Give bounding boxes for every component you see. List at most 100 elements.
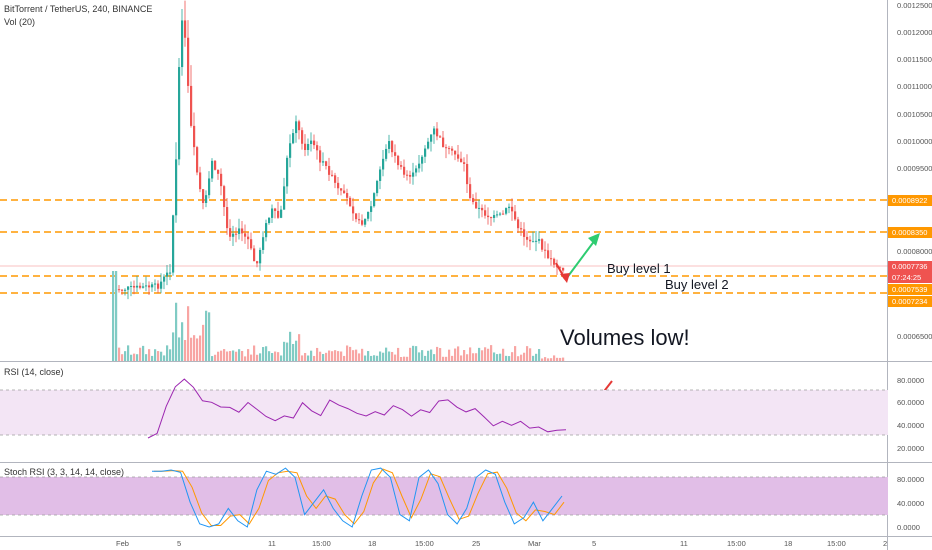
- candle-body: [424, 148, 427, 157]
- volume-bar: [514, 346, 517, 361]
- candle-body: [184, 20, 187, 38]
- stoch-d-line[interactable]: [154, 468, 565, 526]
- volume-bar: [226, 351, 229, 361]
- candle-body: [454, 150, 457, 155]
- volume-bar: [166, 345, 169, 361]
- volume-bar: [508, 356, 511, 361]
- rsi-line[interactable]: [147, 378, 567, 439]
- volume-bar: [112, 271, 115, 361]
- volume-bar: [328, 350, 331, 361]
- candle-body: [241, 228, 244, 234]
- candle-body: [406, 174, 409, 176]
- volume-bar: [271, 353, 274, 361]
- candle-body: [526, 236, 529, 240]
- candle-body: [400, 165, 403, 167]
- volume-bar: [136, 354, 139, 361]
- volume-bar: [172, 332, 175, 361]
- volume-bar: [466, 354, 469, 361]
- volume-bar: [151, 355, 154, 361]
- candle-body: [271, 208, 274, 218]
- volume-bar: [367, 351, 370, 361]
- volume-bar: [124, 351, 127, 361]
- volume-bar: [418, 352, 421, 361]
- annotation-volumes-low[interactable]: Volumes low!: [560, 325, 690, 350]
- volume-bar: [208, 312, 211, 361]
- candle-body: [394, 152, 397, 156]
- rsi-tick: 60.0000: [897, 398, 924, 407]
- volume-bar: [199, 335, 202, 361]
- candle-body: [121, 289, 124, 291]
- volume-bar: [235, 351, 238, 361]
- candle-body: [544, 249, 547, 251]
- price-tick: 0.0010500: [897, 110, 932, 119]
- price-axis-ticks: 0.0012500 0.0012000 0.0011500 0.0011000 …: [897, 1, 932, 341]
- volume-bar: [301, 355, 304, 361]
- volume-bar: [319, 351, 322, 361]
- volume-bar: [505, 355, 508, 361]
- candle-body: [427, 141, 430, 149]
- horizontal-levels[interactable]: [0, 199, 888, 294]
- volume-bar: [196, 338, 199, 361]
- candle-body: [193, 125, 196, 148]
- time-axis[interactable]: Feb 5 11 15:00 18 15:00 25 Mar 5 11 15:0…: [116, 539, 887, 548]
- time-label: 11: [268, 539, 276, 548]
- volume-bar: [217, 351, 220, 361]
- candle-body: [151, 284, 154, 288]
- volume-bar: [493, 352, 496, 361]
- volume-bar: [499, 353, 502, 361]
- price-tick: 0.0010000: [897, 137, 932, 146]
- volume-bar: [379, 351, 382, 361]
- candle-body: [235, 233, 238, 235]
- candle-body: [172, 215, 175, 273]
- stoch-tick: 0.0000: [897, 523, 920, 532]
- volume-bar: [481, 350, 484, 361]
- candle-body: [484, 210, 487, 216]
- candle-body: [481, 207, 484, 211]
- candle-body: [265, 223, 268, 238]
- candle-body: [346, 193, 349, 198]
- candle-body: [136, 285, 139, 288]
- candle-body: [340, 188, 343, 191]
- volume-bar: [490, 345, 493, 361]
- time-label: 11: [680, 539, 688, 548]
- volume-bar: [388, 351, 391, 361]
- candle-body: [361, 220, 364, 225]
- candle-body: [343, 190, 346, 194]
- candle-body: [373, 193, 376, 207]
- rsi-legend[interactable]: RSI (14, close): [4, 367, 64, 377]
- price-tick: 0.0006500: [897, 332, 932, 341]
- candle-body: [322, 161, 325, 163]
- stoch-tick: 40.0000: [897, 499, 924, 508]
- volume-bar: [547, 358, 550, 361]
- candle-body: [448, 148, 451, 150]
- candle-body: [442, 137, 445, 148]
- time-label: 15:00: [312, 539, 331, 548]
- time-label: 18: [784, 539, 792, 548]
- candle-body: [199, 172, 202, 190]
- candle-body: [166, 272, 169, 277]
- volume-bar: [502, 348, 505, 361]
- candle-body: [388, 141, 391, 149]
- annotation-buy-level-1[interactable]: Buy level 1: [607, 261, 671, 276]
- candle-body: [529, 239, 532, 242]
- volume-legend[interactable]: Vol (20): [4, 17, 36, 27]
- stoch-k-line[interactable]: [152, 467, 563, 528]
- volume-bar: [193, 335, 196, 361]
- time-label: 15:00: [827, 539, 846, 548]
- volume-bar: [334, 350, 337, 361]
- annotation-buy-level-2[interactable]: Buy level 2: [665, 277, 729, 292]
- red-arrow-price[interactable]: [555, 262, 570, 283]
- candle-body: [208, 178, 211, 196]
- green-arrow[interactable]: [565, 233, 600, 280]
- volume-bar: [127, 345, 130, 361]
- stoch-legend[interactable]: Stoch RSI (3, 3, 14, 14, close): [4, 467, 125, 477]
- candle-body: [232, 233, 235, 237]
- volume-bar: [412, 345, 415, 361]
- candle-body: [382, 158, 385, 170]
- candle-body: [217, 169, 220, 174]
- price-tick: 0.0008000: [897, 247, 932, 256]
- symbol-title[interactable]: BitTorrent / TetherUS, 240, BINANCE: [4, 4, 153, 14]
- candlestick-series[interactable]: [112, 0, 565, 300]
- volume-bar: [277, 352, 280, 361]
